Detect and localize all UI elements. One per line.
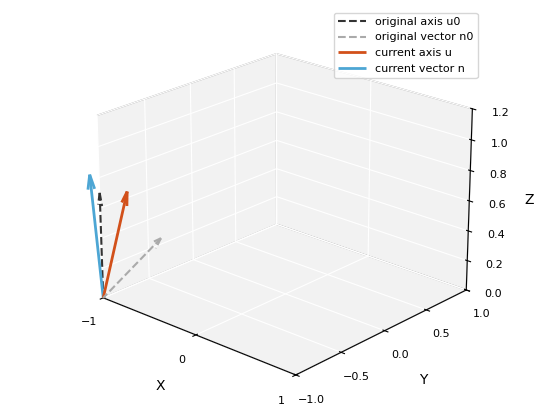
Y-axis label: Y: Y	[419, 373, 428, 387]
Legend: original axis u0, original vector n0, current axis u, current vector n: original axis u0, original vector n0, cu…	[334, 13, 478, 78]
X-axis label: X: X	[156, 379, 165, 393]
